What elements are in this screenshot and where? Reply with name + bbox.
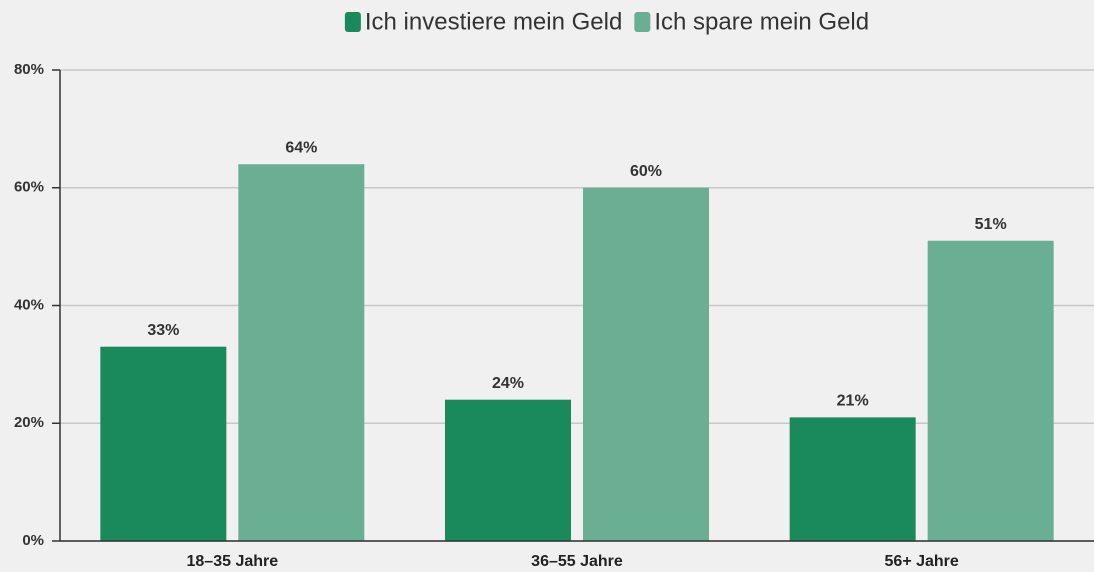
- bar: [238, 164, 365, 541]
- x-tick-label: 18–35 Jahre: [187, 553, 279, 570]
- x-tick-label: 56+ Jahre: [885, 553, 959, 570]
- value-label: 24%: [492, 375, 524, 392]
- value-label: 21%: [837, 393, 869, 410]
- y-tick-label: 80%: [14, 61, 44, 78]
- y-tick-label: 40%: [14, 296, 44, 313]
- value-label: 60%: [630, 163, 662, 180]
- legend-label: Ich spare mein Geld: [654, 8, 869, 35]
- bar: [927, 240, 1054, 542]
- bar: [100, 346, 227, 541]
- value-label: 33%: [147, 322, 179, 339]
- value-label: 51%: [975, 216, 1007, 233]
- value-label: 64%: [285, 139, 317, 156]
- bar: [445, 399, 571, 541]
- legend-swatch: [344, 12, 361, 32]
- y-tick-label: 0%: [22, 532, 44, 549]
- legend-swatch: [634, 12, 651, 32]
- y-tick-label: 20%: [14, 414, 44, 431]
- legend-label: Ich investiere mein Geld: [365, 8, 622, 35]
- bar: [789, 417, 916, 541]
- bar: [583, 187, 709, 541]
- y-tick-label: 60%: [14, 179, 44, 196]
- x-tick-label: 36–55 Jahre: [531, 553, 623, 570]
